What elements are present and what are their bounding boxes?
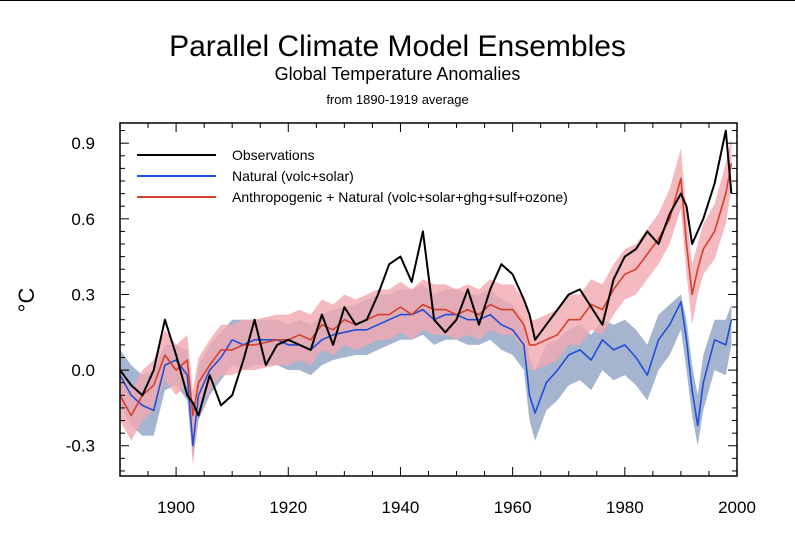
ensemble-ranges <box>120 138 732 466</box>
legend-anthro-natural-label: Anthropogenic + Natural (volc+solar+ghg+… <box>232 189 568 205</box>
y-tick-label: -0.3 <box>66 437 95 456</box>
y-tick-label: 0.6 <box>71 210 95 229</box>
x-tick-label: 1920 <box>269 498 307 517</box>
y-tick-label: 0.9 <box>71 134 95 153</box>
chart-subtitle: Global Temperature Anomalies <box>274 64 521 84</box>
y-tick-label: 0.0 <box>71 361 95 380</box>
legend-observations-label: Observations <box>232 147 314 163</box>
observations-line <box>119 129 733 417</box>
series-lines <box>119 129 733 447</box>
x-axis: 1900 1920 1940 1960 1980 2000 <box>119 123 756 517</box>
anthro-natural-line <box>119 163 733 417</box>
x-tick-label: 1960 <box>494 498 532 517</box>
y-tick-label: 0.3 <box>71 285 95 304</box>
y-axis-label: °C <box>14 288 39 313</box>
y-axis: -0.3 0.0 0.3 0.6 0.9 <box>66 130 737 472</box>
chart-baseline-note: from 1890-1919 average <box>326 92 469 107</box>
x-tick-label: 1980 <box>606 498 644 517</box>
natural-line <box>119 301 733 447</box>
legend-natural-label: Natural (volc+solar) <box>232 168 354 184</box>
legend: Observations Natural (volc+solar) Anthropo… <box>137 147 568 205</box>
x-tick-label: 1940 <box>382 498 420 517</box>
anthro-range-band <box>120 138 732 466</box>
x-tick-label: 2000 <box>718 498 756 517</box>
top-border-line <box>0 0 795 1</box>
chart-title: Parallel Climate Model Ensembles <box>169 30 626 63</box>
x-tick-label: 1900 <box>157 498 195 517</box>
